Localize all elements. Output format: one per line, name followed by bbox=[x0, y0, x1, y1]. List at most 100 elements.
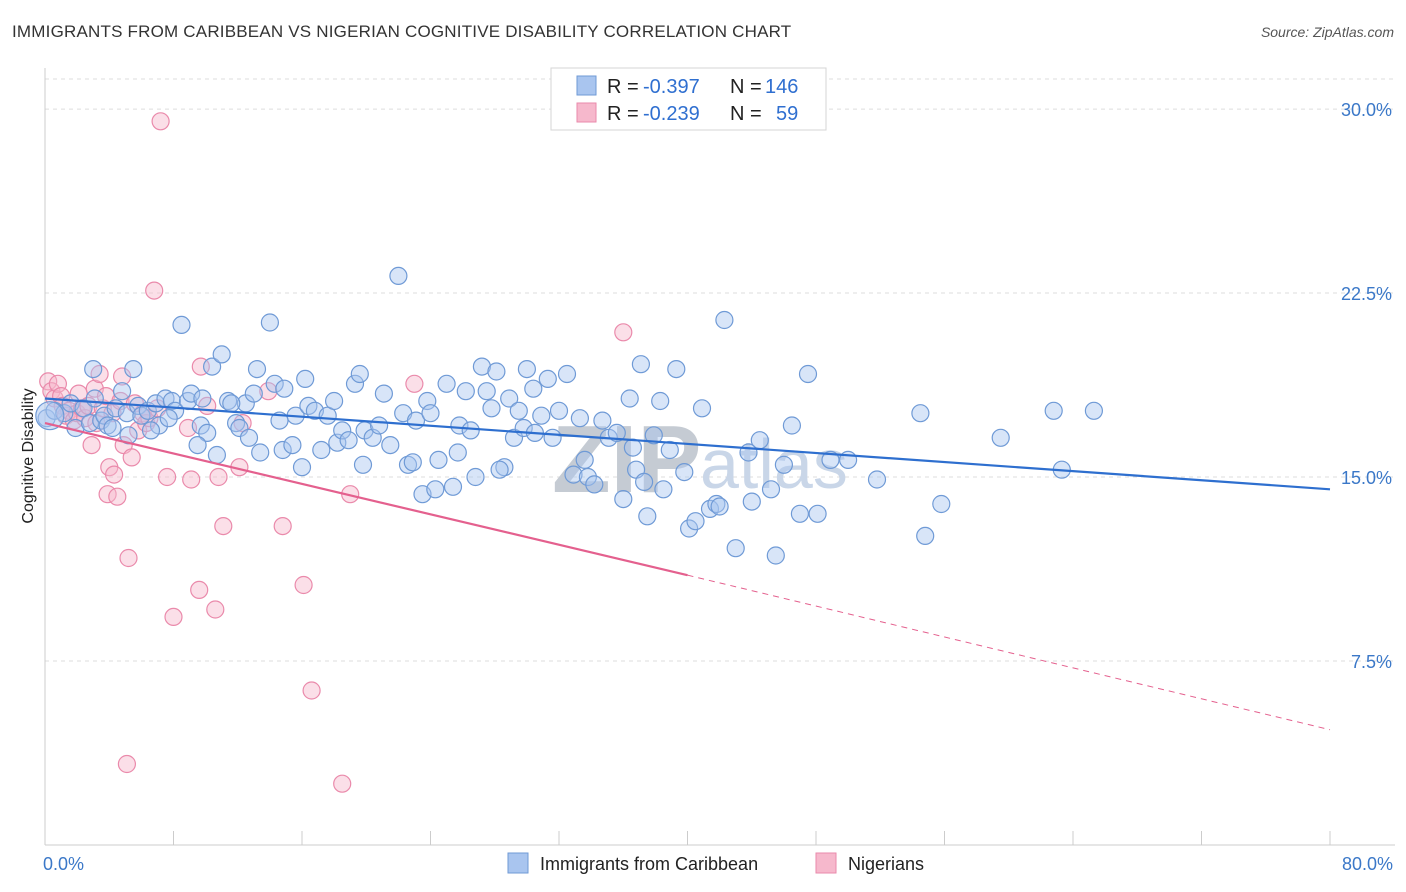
nigerians-point bbox=[85, 379, 104, 398]
caribbean-point bbox=[742, 492, 761, 511]
nigerians-point bbox=[405, 374, 424, 393]
caribbean-point bbox=[538, 369, 557, 388]
caribbean-point bbox=[273, 440, 292, 460]
y-axis-label: Cognitive Disability bbox=[20, 388, 37, 523]
trend-lines bbox=[44, 397, 1331, 731]
caribbean-point bbox=[524, 379, 543, 398]
caribbean-point bbox=[707, 494, 726, 514]
legend-n-value-1: 146 bbox=[765, 76, 798, 98]
caribbean-point bbox=[251, 443, 270, 462]
nigerians-point bbox=[104, 465, 124, 484]
caribbean-point bbox=[593, 411, 612, 430]
watermark-zip: ZIP bbox=[552, 406, 701, 513]
caribbean-point bbox=[265, 374, 284, 393]
nigerians-trend-extension bbox=[687, 574, 1331, 731]
axis-layer: 7.5% 15.0% 22.5% 30.0% 0.0% 80.0% bbox=[43, 68, 1395, 874]
nigerians-point bbox=[112, 367, 132, 386]
caribbean-point bbox=[389, 266, 408, 285]
y-tick-label: 22.5% bbox=[1341, 284, 1392, 304]
caribbean-point bbox=[461, 421, 480, 440]
legend-n-label-1: N = bbox=[730, 76, 762, 98]
caribbean-point bbox=[421, 404, 440, 423]
legend-box: R = -0.397 N = 146 R = -0.239 N = 59 bbox=[550, 67, 827, 131]
y-tick-label: 15.0% bbox=[1341, 468, 1392, 488]
nigerians-point bbox=[259, 382, 278, 401]
legend-swatch-caribbean bbox=[576, 75, 597, 96]
chart-title: IMMIGRANTS FROM CARIBBEAN VS NIGERIAN CO… bbox=[12, 22, 792, 41]
caribbean-point bbox=[490, 460, 509, 479]
caribbean-point bbox=[660, 440, 679, 460]
caribbean-point bbox=[296, 369, 315, 388]
caribbean-point bbox=[495, 458, 514, 477]
bottom-legend-label-nigerians: Nigerians bbox=[848, 854, 924, 874]
caribbean-point bbox=[739, 443, 758, 462]
caribbean-point bbox=[564, 465, 583, 484]
caribbean-point bbox=[339, 431, 358, 450]
bottom-legend: Immigrants from Caribbean Nigerians bbox=[507, 852, 924, 874]
caribbean-point bbox=[726, 539, 745, 558]
nigerians-point bbox=[214, 516, 233, 536]
nigerians-point bbox=[158, 467, 177, 487]
caribbean-point bbox=[991, 428, 1010, 447]
caribbean-point bbox=[578, 467, 598, 487]
caribbean-point bbox=[575, 450, 594, 469]
caribbean-point bbox=[203, 357, 222, 376]
caribbean-point bbox=[549, 401, 569, 420]
caribbean-point bbox=[638, 507, 657, 526]
caribbean-point bbox=[500, 389, 519, 408]
bottom-legend-swatch-nigerians bbox=[815, 852, 837, 874]
caribbean-point-large bbox=[35, 401, 65, 431]
x-tick-label: 0.0% bbox=[43, 854, 84, 874]
caribbean-point bbox=[634, 472, 654, 491]
caribbean-point bbox=[679, 519, 699, 538]
caribbean-point bbox=[141, 421, 161, 440]
nigerians-point bbox=[182, 470, 201, 489]
caribbean-point bbox=[911, 404, 930, 423]
caribbean-point bbox=[448, 443, 467, 462]
caribbean-point bbox=[1044, 401, 1063, 420]
caribbean-point bbox=[198, 423, 217, 442]
caribbean-point bbox=[312, 440, 331, 460]
caribbean-point bbox=[614, 490, 633, 509]
caribbean-point bbox=[227, 414, 246, 433]
caribbean-point bbox=[808, 504, 827, 523]
caribbean-point bbox=[644, 426, 663, 445]
caribbean-point bbox=[790, 504, 810, 523]
nigerians-point bbox=[108, 487, 127, 506]
nigerians-point bbox=[273, 516, 292, 536]
caribbean-point bbox=[124, 360, 143, 379]
caribbean-point bbox=[247, 360, 267, 379]
caribbean-point bbox=[782, 416, 802, 435]
nigerians-point bbox=[302, 681, 321, 700]
nigerians-point bbox=[333, 774, 352, 793]
caribbean-point bbox=[159, 409, 178, 428]
series-nigerians-points bbox=[39, 112, 633, 793]
caribbean-point bbox=[654, 480, 673, 499]
caribbean-point bbox=[260, 313, 279, 332]
caribbean-point bbox=[651, 391, 670, 411]
caribbean-point bbox=[398, 455, 418, 474]
legend-r-value-2: -0.239 bbox=[643, 103, 700, 125]
caribbean-point bbox=[112, 382, 132, 401]
caribbean-point bbox=[239, 428, 259, 447]
caribbean-point bbox=[222, 394, 241, 413]
nigerians-point bbox=[145, 281, 164, 300]
caribbean-point bbox=[482, 399, 501, 418]
caribbean-point bbox=[766, 546, 785, 565]
caribbean-point bbox=[374, 384, 393, 403]
caribbean-point bbox=[466, 467, 485, 487]
caribbean-point bbox=[437, 374, 456, 393]
caribbean-point bbox=[774, 455, 794, 474]
caribbean-point bbox=[631, 355, 651, 374]
caribbean-point bbox=[450, 416, 469, 435]
caribbean-point bbox=[798, 364, 818, 384]
caribbean-point bbox=[353, 455, 373, 474]
caribbean-point bbox=[686, 512, 705, 531]
caribbean-point bbox=[172, 315, 191, 334]
caribbean-point bbox=[84, 360, 103, 379]
caribbean-point bbox=[517, 360, 537, 379]
caribbean-point bbox=[456, 382, 475, 401]
legend-r-label-1: R = bbox=[607, 76, 639, 98]
caribbean-point bbox=[292, 458, 312, 477]
bottom-legend-label-caribbean: Immigrants from Caribbean bbox=[540, 854, 758, 874]
